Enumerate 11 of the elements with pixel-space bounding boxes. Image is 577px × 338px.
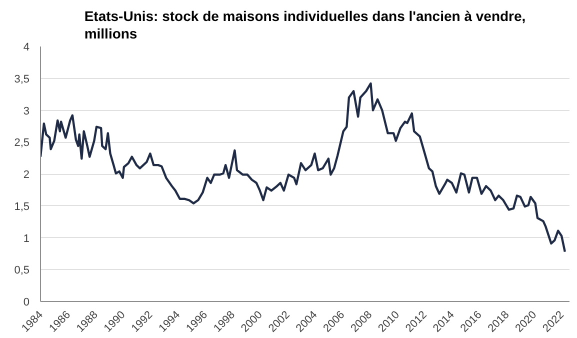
chart-title: Etats-Unis: stock de maisons individuelles dans l'ancien à vendre, millions [84,8,526,42]
y-tick-label: 3,5 [14,73,30,86]
y-tick-label: 4 [23,42,30,54]
line-series [40,82,566,253]
y-tick-label: 0 [23,296,30,308]
y-tick-label: 3 [23,105,30,118]
y-tick-label: 1,5 [14,200,30,213]
y-tick-label: 2,5 [14,137,30,150]
y-tick-label: 0,5 [14,264,30,277]
y-tick-label: 2 [23,169,30,181]
y-tick-label: 1 [23,232,30,245]
